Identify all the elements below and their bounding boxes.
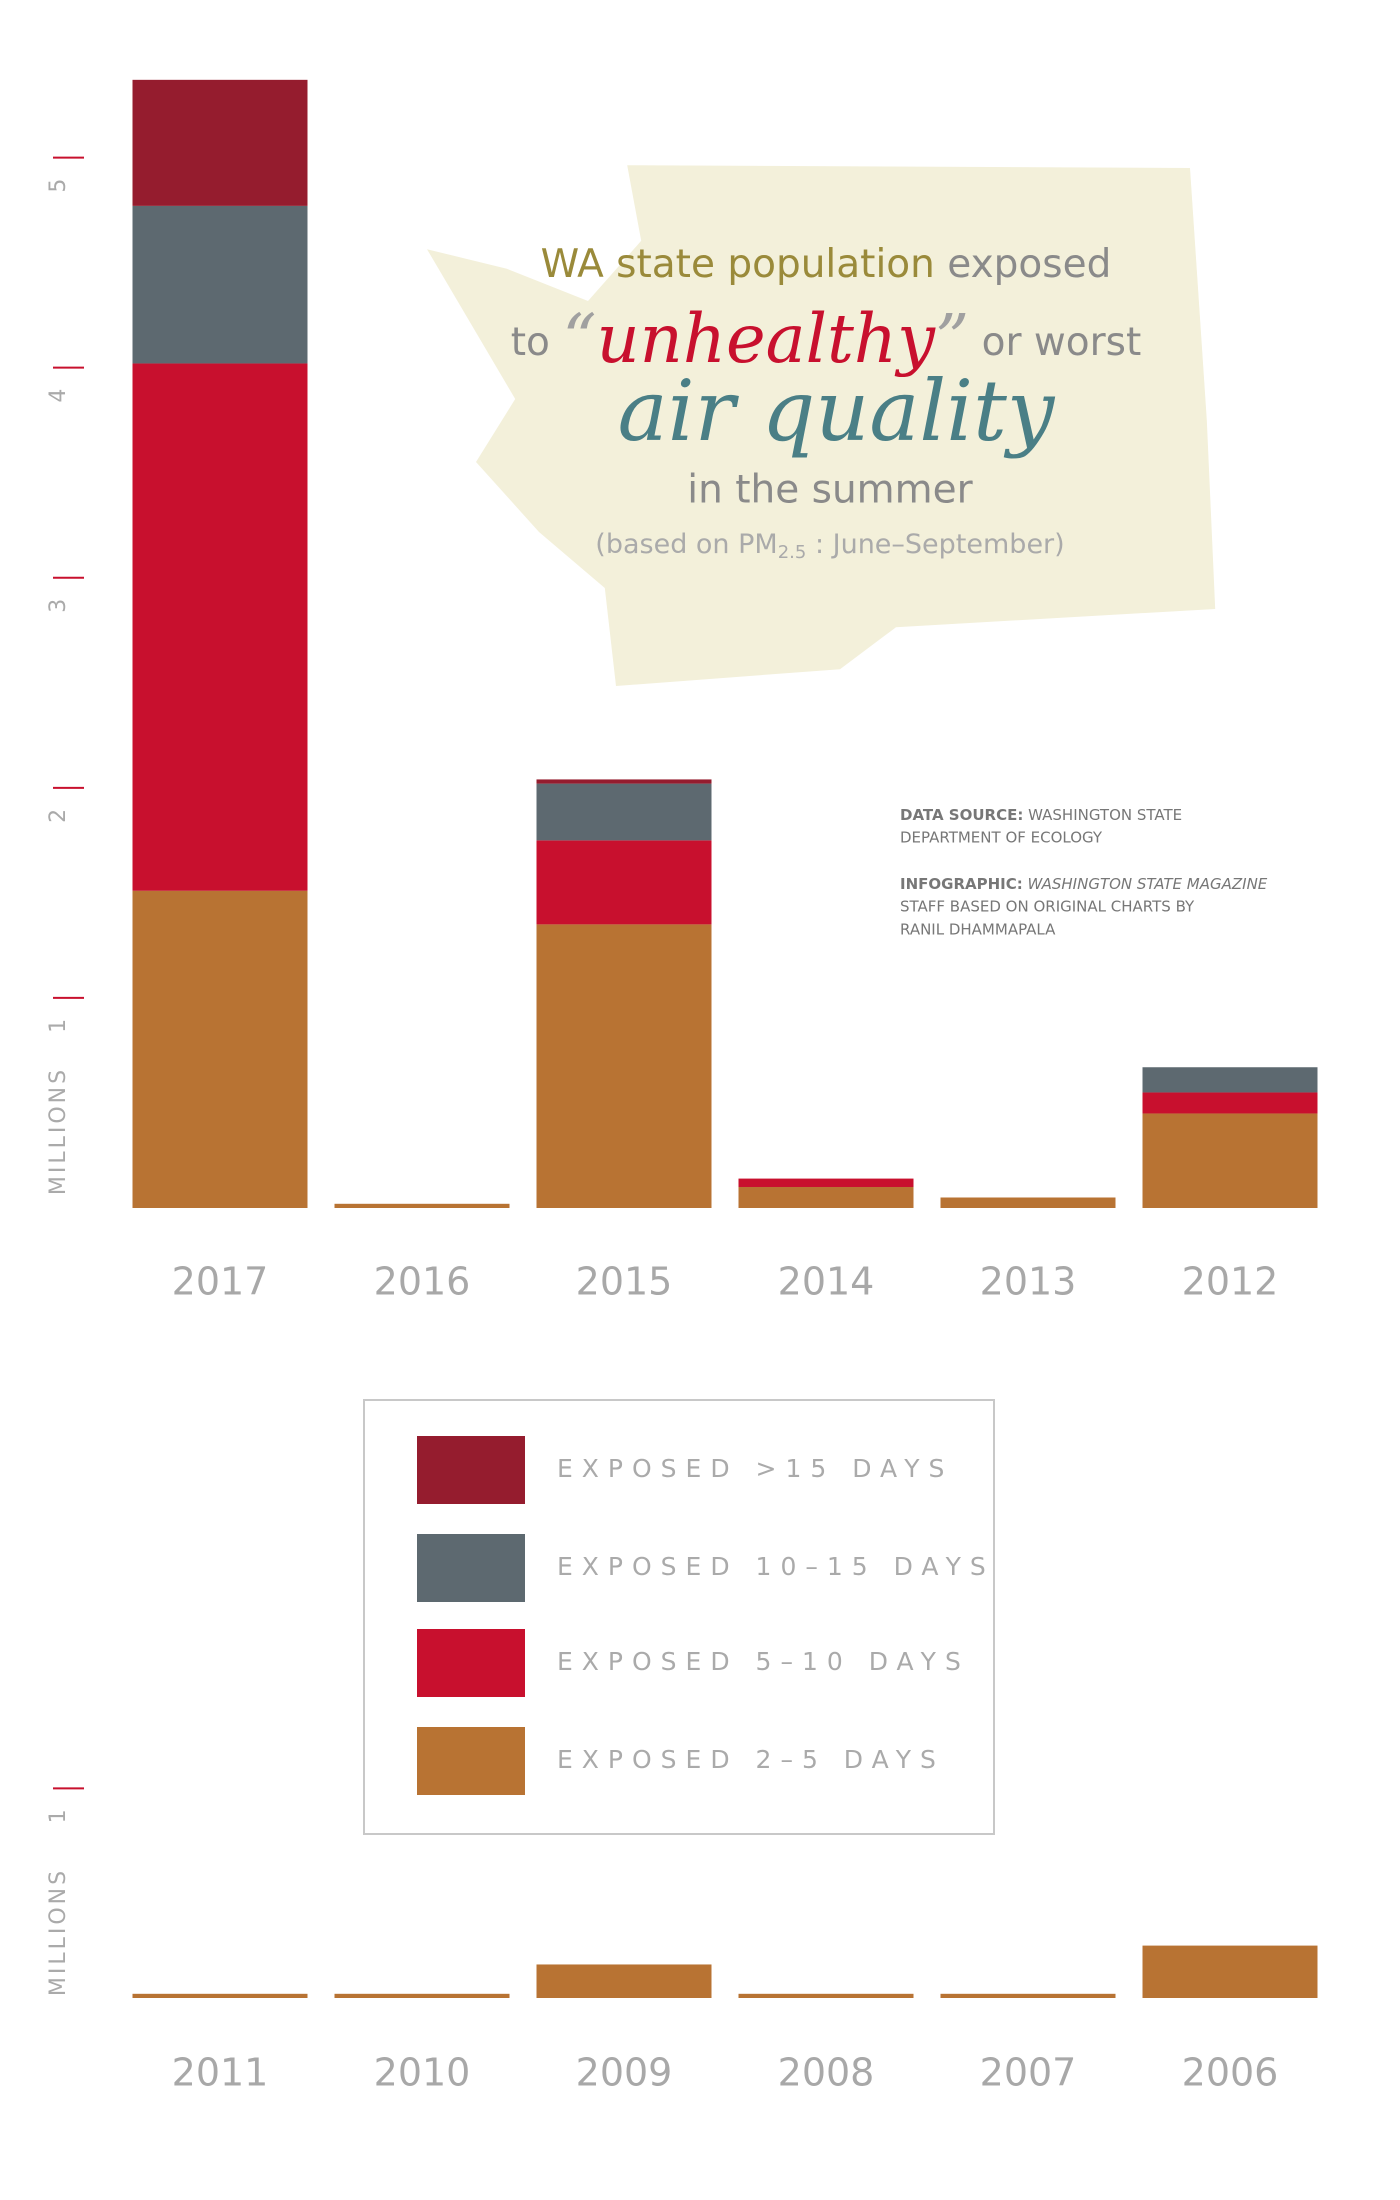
x-tick-label: 2011 xyxy=(172,2051,269,2095)
y-axis-label: MILLIONS xyxy=(46,1868,71,1996)
x-tick-label: 2016 xyxy=(374,1260,471,1304)
legend-label: EXPOSED >15 DAYS xyxy=(557,1454,953,1483)
credit-text: STAFF BASED ON ORIGINAL CHARTS BY xyxy=(900,898,1195,916)
legend-swatch xyxy=(417,1629,525,1697)
credit-line: INFOGRAPHIC: WASHINGTON STATE MAGAZINE xyxy=(900,875,1268,893)
credit-text: WASHINGTON STATE xyxy=(1028,806,1182,824)
title-text: or worst xyxy=(969,320,1141,365)
bar-segment xyxy=(940,1197,1116,1208)
y-tick-label: 3 xyxy=(46,599,71,613)
credit-text: RANIL DHAMMAPALA xyxy=(900,921,1056,939)
bar-segment xyxy=(536,783,712,841)
title-text: unhealthy xyxy=(597,300,937,378)
bar-segment xyxy=(132,890,308,1208)
legend-label: EXPOSED 5–10 DAYS xyxy=(557,1647,970,1676)
title-line1: WA state population exposed xyxy=(541,242,1112,287)
x-tick-label: 2006 xyxy=(1182,2051,1279,2095)
bar-segment xyxy=(738,1178,914,1187)
legend-swatch xyxy=(417,1727,525,1795)
bar-segment xyxy=(536,924,712,1208)
x-tick-label: 2015 xyxy=(576,1260,673,1304)
title-text: WA state population xyxy=(541,242,935,287)
bar-segment xyxy=(940,1993,1116,1998)
title-line4: in the summer xyxy=(687,468,973,513)
legend-swatch xyxy=(417,1436,525,1504)
subtitle-text: (based on PM xyxy=(595,529,777,560)
title-text: exposed xyxy=(935,242,1111,287)
bar-segment xyxy=(1142,1067,1318,1093)
bar-segment xyxy=(536,1964,712,1998)
x-tick-label: 2009 xyxy=(576,2051,673,2095)
credit-label: INFOGRAPHIC: xyxy=(900,875,1023,893)
y-tick-label: 1 xyxy=(46,1809,71,1823)
subtitle-text: 2.5 xyxy=(778,542,807,563)
title-line5: (based on PM2.5 : June–September) xyxy=(595,529,1064,564)
x-tick-label: 2008 xyxy=(778,2051,875,2095)
legend-label: EXPOSED 10–15 DAYS xyxy=(557,1552,995,1581)
bar-segment xyxy=(738,1186,914,1208)
credit-text: DEPARTMENT OF ECOLOGY xyxy=(900,829,1103,847)
legend-box xyxy=(363,1399,995,1835)
title-line2: to “unhealthy” or worst xyxy=(511,300,1142,378)
bar-segment xyxy=(536,840,712,925)
x-tick-label: 2010 xyxy=(374,2051,471,2095)
x-tick-label: 2014 xyxy=(778,1260,875,1304)
x-tick-label: 2012 xyxy=(1182,1260,1279,1304)
bar-segment xyxy=(1142,1092,1318,1114)
x-tick-label: 2007 xyxy=(980,2051,1077,2095)
bar-segment xyxy=(1142,1945,1318,1998)
bar-segment xyxy=(132,79,308,206)
y-axis-label: MILLIONS xyxy=(46,1067,71,1195)
y-tick-label: 4 xyxy=(46,389,71,403)
legend-label: EXPOSED 2–5 DAYS xyxy=(557,1745,945,1774)
bar-segment xyxy=(536,779,712,784)
legend-swatch xyxy=(417,1534,525,1602)
x-tick-label: 2017 xyxy=(172,1260,269,1304)
credit-text: WASHINGTON STATE MAGAZINE xyxy=(1028,875,1268,893)
y-tick-label: 5 xyxy=(46,179,71,193)
subtitle-text: : June–September) xyxy=(806,529,1064,560)
bar-segment xyxy=(132,363,308,891)
credit-line: DATA SOURCE: WASHINGTON STATE xyxy=(900,806,1182,824)
state-shape xyxy=(427,165,1216,686)
title-text: “ xyxy=(562,300,596,378)
title-line3: air quality xyxy=(618,362,1056,460)
title-text: ” xyxy=(935,300,969,378)
bar-segment xyxy=(334,1993,510,1998)
bar-segment xyxy=(334,1203,510,1208)
title-text: to xyxy=(511,320,563,365)
y-tick-label: 1 xyxy=(46,1019,71,1033)
bar-segment xyxy=(132,1993,308,1998)
x-tick-label: 2013 xyxy=(980,1260,1077,1304)
bar-segment xyxy=(132,205,308,364)
bar-segment xyxy=(1142,1113,1318,1208)
bar-segment xyxy=(738,1993,914,1998)
credit-label: DATA SOURCE: xyxy=(900,806,1023,824)
y-tick-label: 2 xyxy=(46,809,71,823)
